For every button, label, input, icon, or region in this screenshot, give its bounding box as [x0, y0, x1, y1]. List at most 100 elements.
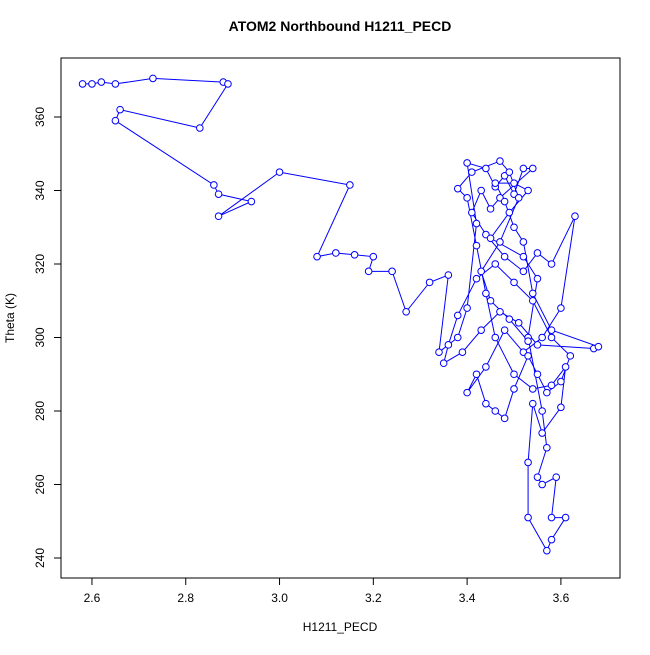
point — [510, 179, 518, 187]
point — [547, 326, 556, 334]
point — [477, 186, 485, 195]
point — [547, 260, 556, 268]
y-tick-label: 340 — [33, 180, 47, 200]
point — [528, 164, 537, 173]
point — [547, 535, 556, 544]
point — [528, 289, 537, 298]
chart-title: ATOM2 Northbound H1211_PECD — [229, 18, 452, 34]
point — [547, 381, 556, 390]
point — [510, 370, 518, 379]
point — [210, 181, 218, 189]
point — [533, 370, 542, 379]
point — [524, 513, 532, 522]
point — [533, 473, 542, 481]
point — [463, 388, 471, 397]
point — [472, 241, 481, 250]
point — [97, 78, 106, 86]
point — [482, 363, 490, 371]
x-tick-label: 3.2 — [365, 591, 382, 605]
point — [505, 168, 514, 176]
point — [505, 315, 514, 323]
point — [149, 74, 157, 83]
point — [214, 190, 223, 198]
point — [543, 443, 551, 452]
point — [566, 352, 575, 360]
point — [500, 326, 509, 334]
point — [369, 252, 378, 261]
point — [435, 348, 443, 356]
point — [510, 385, 518, 393]
point — [557, 304, 565, 312]
point — [468, 208, 476, 217]
point — [111, 80, 120, 88]
point — [453, 311, 462, 320]
y-tick-label: 260 — [33, 474, 47, 494]
point — [524, 186, 532, 195]
point — [491, 407, 500, 415]
point — [557, 377, 565, 386]
point — [453, 184, 462, 193]
point — [528, 385, 537, 393]
x-axis-label: H1211_PECD — [303, 620, 378, 634]
point — [402, 307, 410, 316]
point — [486, 234, 495, 243]
point — [543, 388, 551, 397]
point — [275, 168, 284, 176]
point — [463, 159, 471, 167]
point — [561, 363, 570, 371]
point — [111, 116, 120, 125]
point — [491, 260, 500, 268]
point — [444, 341, 453, 349]
point — [510, 223, 518, 232]
point — [224, 80, 232, 88]
x-tick-label: 2.8 — [177, 591, 194, 605]
point — [538, 429, 546, 437]
point — [557, 403, 565, 412]
point — [594, 342, 603, 351]
point — [346, 181, 354, 189]
point — [528, 296, 537, 305]
y-tick-label: 280 — [33, 401, 47, 421]
point — [444, 271, 453, 279]
point — [472, 274, 481, 283]
point — [547, 333, 556, 342]
point — [214, 212, 223, 221]
point — [116, 105, 124, 114]
y-tick-label: 320 — [33, 254, 47, 274]
point — [364, 267, 373, 276]
point — [571, 212, 579, 221]
point — [519, 252, 528, 261]
point — [538, 333, 546, 342]
point — [453, 333, 462, 342]
point — [547, 513, 556, 522]
x-tick-label: 3.6 — [553, 591, 570, 605]
point — [332, 249, 340, 257]
x-tick-label: 3.0 — [271, 591, 288, 605]
point — [468, 168, 476, 176]
point — [533, 341, 542, 349]
point — [482, 164, 490, 173]
point — [524, 337, 532, 345]
point — [496, 307, 504, 316]
point — [482, 399, 490, 408]
point — [524, 352, 532, 360]
point — [524, 458, 532, 467]
point — [538, 407, 546, 415]
y-tick-label: 300 — [33, 327, 47, 347]
point — [552, 473, 561, 481]
point — [505, 208, 514, 217]
point — [196, 124, 204, 132]
point — [486, 205, 495, 213]
point — [350, 251, 359, 259]
point — [496, 238, 504, 246]
point — [543, 546, 551, 555]
point — [486, 296, 495, 305]
point — [514, 318, 523, 327]
point — [482, 289, 490, 298]
point — [491, 333, 500, 342]
point — [477, 267, 485, 276]
y-tick-label: 240 — [33, 548, 47, 568]
point — [519, 238, 528, 246]
